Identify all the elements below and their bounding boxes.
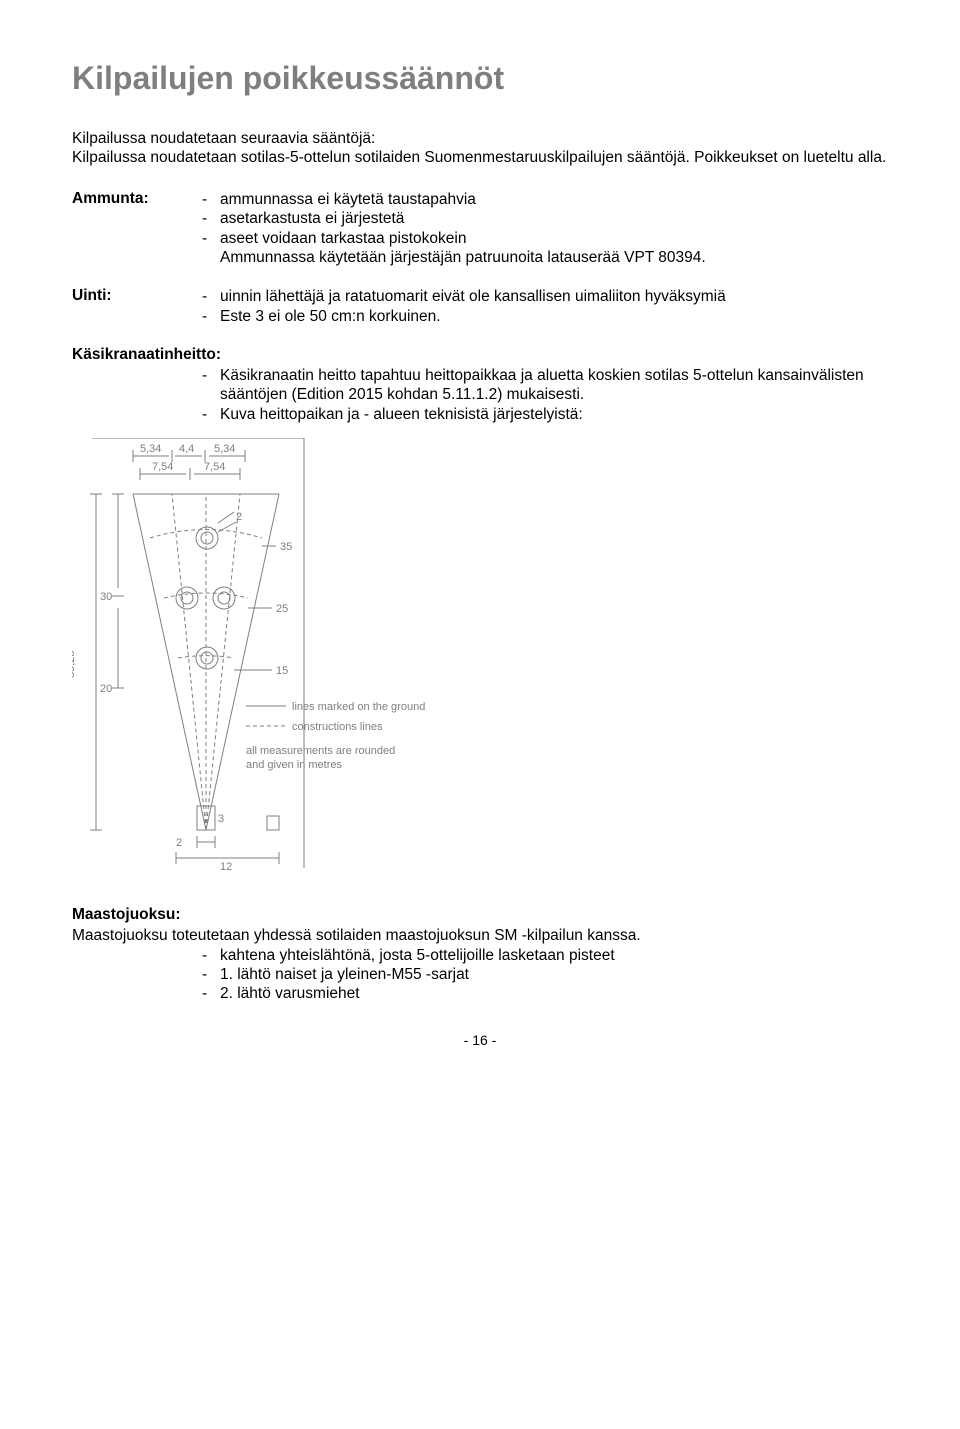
dim-label: 3 <box>218 813 224 825</box>
intro-line-1: Kilpailussa noudatetaan seuraavia sääntö… <box>72 130 375 147</box>
legend-line-1: lines marked on the ground <box>292 701 425 713</box>
uinti-list: uinnin lähettäjä ja ratatuomarit eivät o… <box>192 287 888 326</box>
list-item: Käsikranaatin heitto tapahtuu heittopaik… <box>192 366 888 405</box>
intro-paragraph: Kilpailussa noudatetaan seuraavia sääntö… <box>72 129 888 168</box>
page-title: Kilpailujen poikkeussäännöt <box>72 60 888 97</box>
dim-label: 4,4 <box>179 443 194 455</box>
section-kasikranaatti: Käsikranaatinheitto: Käsikranaatin heitt… <box>72 346 888 424</box>
dim-label: 7,54 <box>152 461 173 473</box>
list-item: Este 3 ei ole 50 cm:n korkuinen. <box>192 307 888 326</box>
kasi-label: Käsikranaatinheitto: <box>72 346 888 364</box>
intro-line-2: Kilpailussa noudatetaan sotilas-5-ottelu… <box>72 149 886 166</box>
maasto-list: kahtena yhteislähtönä, josta 5-ottelijoi… <box>192 946 888 1004</box>
dim-label: 2 <box>176 837 182 849</box>
list-item: 1. lähtö naiset ja yleinen-M55 -sarjat <box>192 965 888 984</box>
dim-label: 12 <box>220 861 232 873</box>
arc-label: 25 <box>276 603 288 615</box>
list-item: ammunnassa ei käytetä taustapahvia <box>192 190 888 209</box>
list-item: aseet voidaan tarkastaa pistokokein <box>192 229 888 248</box>
kasi-list: Käsikranaatin heitto tapahtuu heittopaik… <box>192 366 888 424</box>
dim-label: 39,28 <box>72 651 77 679</box>
dim-label: 2 <box>236 511 242 523</box>
uinti-label: Uinti: <box>72 287 192 305</box>
legend-line-2: constructions lines <box>292 721 383 733</box>
throwing-diagram: 5,34 4,4 5,34 7,54 7,54 30 20 39,28 <box>72 438 888 878</box>
page-number: - 16 - <box>72 1032 888 1048</box>
dim-label: 7,54 <box>204 461 225 473</box>
list-item: uinnin lähettäjä ja ratatuomarit eivät o… <box>192 287 888 306</box>
list-item: 2. lähtö varusmiehet <box>192 984 888 1003</box>
dim-label: 30 <box>100 591 112 603</box>
dim-label: 5,34 <box>214 443 235 455</box>
section-uinti: Uinti: uinnin lähettäjä ja ratatuomarit … <box>72 287 888 326</box>
ammunta-list: ammunnassa ei käytetä taustapahvia aseta… <box>192 190 888 268</box>
ammunta-continuation: Ammunnassa käytetään järjestäjän patruun… <box>192 248 888 267</box>
section-maastojuoksu: Maastojuoksu: Maastojuoksu toteutetaan y… <box>72 906 888 1004</box>
ammunta-label: Ammunta: <box>72 190 192 208</box>
arc-label: 15 <box>276 665 288 677</box>
dim-label: 20 <box>100 683 112 695</box>
arc-label: 35 <box>280 541 292 553</box>
legend-line-3: all measurements are rounded <box>246 745 395 757</box>
list-item: Kuva heittopaikan ja - alueen teknisistä… <box>192 405 888 424</box>
section-ammunta: Ammunta: ammunnassa ei käytetä taustapah… <box>72 190 888 268</box>
maasto-label: Maastojuoksu: <box>72 906 888 924</box>
maasto-text: Maastojuoksu toteutetaan yhdessä sotilai… <box>72 926 888 945</box>
list-item: kahtena yhteislähtönä, josta 5-ottelijoi… <box>192 946 888 965</box>
list-item: asetarkastusta ei järjestetä <box>192 209 888 228</box>
legend-line-4: and given in metres <box>246 759 342 771</box>
dim-label: 5,34 <box>140 443 161 455</box>
